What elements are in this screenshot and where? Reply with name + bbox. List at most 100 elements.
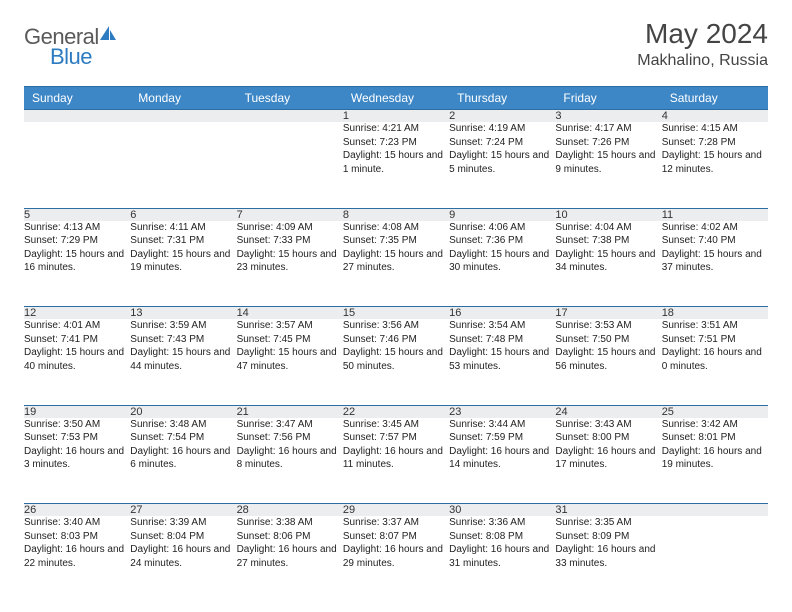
month-title: May 2024 bbox=[637, 18, 768, 50]
sunset-text: Sunset: 7:59 PM bbox=[449, 431, 555, 445]
daylight-text: Daylight: 16 hours and 24 minutes. bbox=[130, 543, 236, 570]
day-cell: Sunrise: 4:02 AMSunset: 7:40 PMDaylight:… bbox=[662, 221, 768, 307]
daylight-text: Daylight: 16 hours and 0 minutes. bbox=[662, 346, 768, 373]
day-number: 16 bbox=[449, 307, 555, 320]
sunset-text: Sunset: 7:43 PM bbox=[130, 333, 236, 347]
sunset-text: Sunset: 7:26 PM bbox=[555, 136, 661, 150]
day-number: 15 bbox=[343, 307, 449, 320]
day-cell: Sunrise: 3:53 AMSunset: 7:50 PMDaylight:… bbox=[555, 319, 661, 405]
sunrise-text: Sunrise: 3:36 AM bbox=[449, 516, 555, 530]
day-number-row: 12131415161718 bbox=[24, 307, 768, 320]
day-cell: Sunrise: 4:09 AMSunset: 7:33 PMDaylight:… bbox=[237, 221, 343, 307]
day-number: 3 bbox=[555, 110, 661, 123]
day-cell: Sunrise: 3:56 AMSunset: 7:46 PMDaylight:… bbox=[343, 319, 449, 405]
day-cell: Sunrise: 3:40 AMSunset: 8:03 PMDaylight:… bbox=[24, 516, 130, 602]
daylight-text: Daylight: 16 hours and 14 minutes. bbox=[449, 445, 555, 472]
daylight-text: Daylight: 16 hours and 3 minutes. bbox=[24, 445, 130, 472]
sunset-text: Sunset: 8:01 PM bbox=[662, 431, 768, 445]
day-number: 26 bbox=[24, 504, 130, 517]
day-number: 14 bbox=[237, 307, 343, 320]
day-cell bbox=[24, 122, 130, 208]
title-block: May 2024 Makhalino, Russia bbox=[637, 18, 768, 70]
calendar-table: Sunday Monday Tuesday Wednesday Thursday… bbox=[24, 86, 768, 602]
logo: General Blue bbox=[24, 24, 117, 76]
sunrise-text: Sunrise: 3:47 AM bbox=[237, 418, 343, 432]
daylight-text: Daylight: 15 hours and 19 minutes. bbox=[130, 248, 236, 275]
day-number: 19 bbox=[24, 405, 130, 418]
sunset-text: Sunset: 7:41 PM bbox=[24, 333, 130, 347]
day-number: 24 bbox=[555, 405, 661, 418]
sunrise-text: Sunrise: 3:54 AM bbox=[449, 319, 555, 333]
sunrise-text: Sunrise: 4:15 AM bbox=[662, 122, 768, 136]
sunrise-text: Sunrise: 4:19 AM bbox=[449, 122, 555, 136]
sunrise-text: Sunrise: 4:06 AM bbox=[449, 221, 555, 235]
day-cell: Sunrise: 4:06 AMSunset: 7:36 PMDaylight:… bbox=[449, 221, 555, 307]
day-cell: Sunrise: 4:17 AMSunset: 7:26 PMDaylight:… bbox=[555, 122, 661, 208]
daylight-text: Daylight: 16 hours and 6 minutes. bbox=[130, 445, 236, 472]
daylight-text: Daylight: 15 hours and 1 minute. bbox=[343, 149, 449, 176]
sunrise-text: Sunrise: 4:08 AM bbox=[343, 221, 449, 235]
day-number: 28 bbox=[237, 504, 343, 517]
sunrise-text: Sunrise: 4:04 AM bbox=[555, 221, 661, 235]
weekday-header: Thursday bbox=[449, 87, 555, 110]
daylight-text: Daylight: 15 hours and 12 minutes. bbox=[662, 149, 768, 176]
weekday-header: Friday bbox=[555, 87, 661, 110]
daylight-text: Daylight: 15 hours and 44 minutes. bbox=[130, 346, 236, 373]
day-cell: Sunrise: 4:04 AMSunset: 7:38 PMDaylight:… bbox=[555, 221, 661, 307]
sunrise-text: Sunrise: 4:21 AM bbox=[343, 122, 449, 136]
day-number-row: 262728293031 bbox=[24, 504, 768, 517]
sunset-text: Sunset: 7:57 PM bbox=[343, 431, 449, 445]
day-number: 4 bbox=[662, 110, 768, 123]
daylight-text: Daylight: 15 hours and 27 minutes. bbox=[343, 248, 449, 275]
day-number: 8 bbox=[343, 208, 449, 221]
logo-part2: Blue bbox=[50, 44, 92, 69]
sunrise-text: Sunrise: 4:02 AM bbox=[662, 221, 768, 235]
daylight-text: Daylight: 16 hours and 19 minutes. bbox=[662, 445, 768, 472]
sunset-text: Sunset: 7:46 PM bbox=[343, 333, 449, 347]
sunrise-text: Sunrise: 4:09 AM bbox=[237, 221, 343, 235]
sail-icon bbox=[99, 21, 117, 47]
day-number: 9 bbox=[449, 208, 555, 221]
day-cell: Sunrise: 3:47 AMSunset: 7:56 PMDaylight:… bbox=[237, 418, 343, 504]
sunrise-text: Sunrise: 3:53 AM bbox=[555, 319, 661, 333]
weekday-header: Tuesday bbox=[237, 87, 343, 110]
day-number: 20 bbox=[130, 405, 236, 418]
day-number: 1 bbox=[343, 110, 449, 123]
sunset-text: Sunset: 7:45 PM bbox=[237, 333, 343, 347]
day-content-row: Sunrise: 3:40 AMSunset: 8:03 PMDaylight:… bbox=[24, 516, 768, 602]
weekday-header: Sunday bbox=[24, 87, 130, 110]
weekday-header-row: Sunday Monday Tuesday Wednesday Thursday… bbox=[24, 87, 768, 110]
daylight-text: Daylight: 15 hours and 50 minutes. bbox=[343, 346, 449, 373]
day-cell: Sunrise: 4:19 AMSunset: 7:24 PMDaylight:… bbox=[449, 122, 555, 208]
sunset-text: Sunset: 7:38 PM bbox=[555, 234, 661, 248]
day-number: 25 bbox=[662, 405, 768, 418]
sunset-text: Sunset: 7:50 PM bbox=[555, 333, 661, 347]
day-number: 6 bbox=[130, 208, 236, 221]
day-cell: Sunrise: 3:42 AMSunset: 8:01 PMDaylight:… bbox=[662, 418, 768, 504]
day-number: 17 bbox=[555, 307, 661, 320]
daylight-text: Daylight: 16 hours and 29 minutes. bbox=[343, 543, 449, 570]
sunrise-text: Sunrise: 3:35 AM bbox=[555, 516, 661, 530]
day-content-row: Sunrise: 4:13 AMSunset: 7:29 PMDaylight:… bbox=[24, 221, 768, 307]
day-cell: Sunrise: 3:43 AMSunset: 8:00 PMDaylight:… bbox=[555, 418, 661, 504]
sunset-text: Sunset: 7:29 PM bbox=[24, 234, 130, 248]
sunset-text: Sunset: 7:31 PM bbox=[130, 234, 236, 248]
day-cell: Sunrise: 3:48 AMSunset: 7:54 PMDaylight:… bbox=[130, 418, 236, 504]
daylight-text: Daylight: 16 hours and 27 minutes. bbox=[237, 543, 343, 570]
logo-text: General Blue bbox=[24, 24, 117, 76]
sunrise-text: Sunrise: 3:45 AM bbox=[343, 418, 449, 432]
weekday-header: Saturday bbox=[662, 87, 768, 110]
daylight-text: Daylight: 15 hours and 5 minutes. bbox=[449, 149, 555, 176]
day-number: 2 bbox=[449, 110, 555, 123]
daylight-text: Daylight: 16 hours and 17 minutes. bbox=[555, 445, 661, 472]
sunset-text: Sunset: 7:36 PM bbox=[449, 234, 555, 248]
day-content-row: Sunrise: 4:01 AMSunset: 7:41 PMDaylight:… bbox=[24, 319, 768, 405]
daylight-text: Daylight: 16 hours and 11 minutes. bbox=[343, 445, 449, 472]
day-cell: Sunrise: 3:37 AMSunset: 8:07 PMDaylight:… bbox=[343, 516, 449, 602]
day-cell bbox=[237, 122, 343, 208]
sunset-text: Sunset: 7:48 PM bbox=[449, 333, 555, 347]
day-number: 29 bbox=[343, 504, 449, 517]
sunset-text: Sunset: 7:33 PM bbox=[237, 234, 343, 248]
daylight-text: Daylight: 15 hours and 56 minutes. bbox=[555, 346, 661, 373]
day-content-row: Sunrise: 3:50 AMSunset: 7:53 PMDaylight:… bbox=[24, 418, 768, 504]
